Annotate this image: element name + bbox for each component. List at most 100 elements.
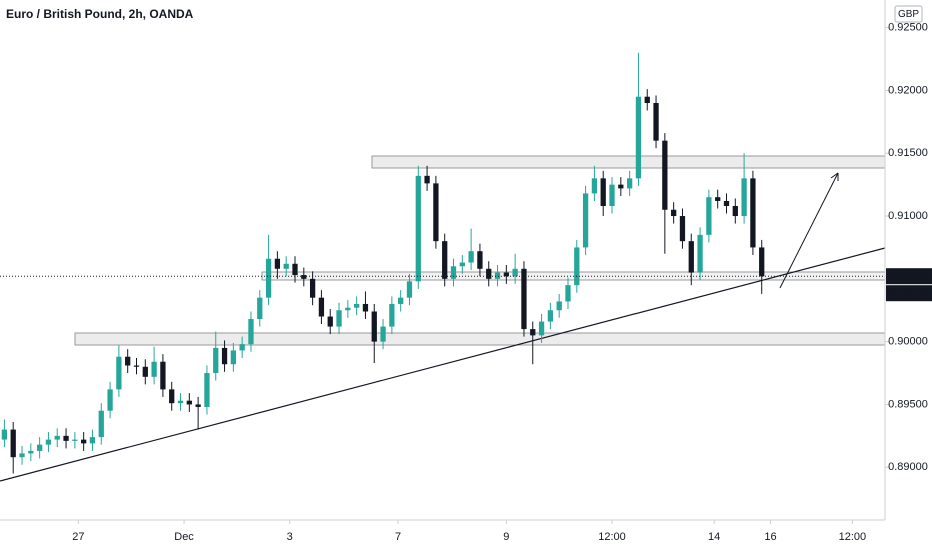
candle-body bbox=[759, 247, 765, 277]
candle-body bbox=[19, 453, 25, 458]
candle-body bbox=[750, 178, 756, 248]
candle-body bbox=[239, 344, 245, 351]
candle-body bbox=[230, 350, 236, 365]
candle-body bbox=[45, 439, 52, 445]
demand-zone bbox=[74, 332, 886, 346]
candle-body bbox=[671, 209, 677, 217]
candle-body bbox=[54, 435, 60, 440]
candle-body bbox=[309, 278, 316, 298]
countdown-box bbox=[886, 285, 932, 302]
candle-body bbox=[72, 439, 78, 441]
candle-body bbox=[565, 285, 571, 302]
currency-box[interactable] bbox=[894, 5, 923, 23]
candle-body bbox=[468, 251, 474, 263]
y-tick-label: 0.89000 bbox=[888, 461, 928, 473]
candle-body bbox=[609, 184, 615, 206]
candle-body bbox=[142, 366, 148, 377]
arrow bbox=[779, 172, 839, 289]
candle-body bbox=[151, 361, 157, 377]
candle-body bbox=[494, 272, 501, 279]
trend-line bbox=[0, 247, 886, 482]
candle-body bbox=[336, 310, 342, 327]
x-tick-label: 7 bbox=[395, 531, 401, 543]
candle-body bbox=[186, 400, 192, 405]
candle-body bbox=[107, 389, 113, 411]
candle-body bbox=[582, 193, 589, 248]
y-tick-label: 0.91000 bbox=[888, 210, 928, 222]
candle-body bbox=[362, 303, 369, 312]
y-tick-label: 0.92000 bbox=[888, 84, 928, 96]
candle-body bbox=[274, 258, 281, 269]
candle-body bbox=[169, 389, 175, 404]
candle-body bbox=[424, 175, 430, 184]
candle-body bbox=[406, 281, 413, 298]
candle-body bbox=[116, 356, 122, 390]
candle-body bbox=[688, 241, 694, 273]
candle-body bbox=[741, 178, 747, 217]
currency-label[interactable]: GBP bbox=[898, 9, 919, 20]
candle-body bbox=[292, 263, 298, 276]
axis: 0.890000.895000.900000.905000.910000.915… bbox=[0, 22, 932, 543]
candle-body bbox=[618, 184, 624, 189]
candle-body bbox=[600, 178, 606, 206]
candle-body bbox=[36, 444, 43, 451]
candle-body bbox=[265, 258, 272, 298]
y-tick-label: 0.90000 bbox=[888, 336, 928, 348]
candle-body bbox=[503, 272, 509, 277]
chart-title: Euro / British Pound, 2h, OANDA bbox=[6, 7, 194, 21]
candle-body bbox=[81, 439, 87, 444]
candles bbox=[1, 52, 765, 474]
candle-body bbox=[28, 450, 34, 454]
candle-body bbox=[626, 178, 633, 189]
x-tick-label: 14 bbox=[708, 531, 720, 543]
candle-body bbox=[63, 435, 69, 441]
candle-body bbox=[195, 404, 201, 407]
candle-body bbox=[486, 268, 492, 279]
candle-body bbox=[547, 310, 554, 322]
candle-body bbox=[415, 175, 421, 282]
candle-body bbox=[380, 326, 386, 342]
candle-body bbox=[591, 178, 598, 194]
candle-body bbox=[301, 275, 307, 279]
candle-body bbox=[538, 321, 545, 336]
candle-body bbox=[644, 96, 650, 103]
candle-body bbox=[477, 251, 483, 269]
candle-body bbox=[512, 268, 518, 277]
x-tick-label: 3 bbox=[287, 531, 293, 543]
candle-body bbox=[89, 437, 96, 444]
x-tick-label: 9 bbox=[503, 531, 509, 543]
candle-body bbox=[450, 266, 457, 279]
candle-body bbox=[679, 216, 686, 242]
candle-body bbox=[459, 262, 465, 267]
candle-body bbox=[556, 301, 562, 311]
candle-body bbox=[715, 197, 721, 201]
x-tick-label: 27 bbox=[72, 531, 84, 543]
candle-body bbox=[248, 319, 254, 345]
candle-body bbox=[521, 268, 527, 330]
candle-body bbox=[574, 247, 580, 286]
candle-body bbox=[10, 429, 16, 458]
candle-body bbox=[530, 329, 536, 336]
y-tick-label: 0.91500 bbox=[888, 147, 928, 159]
countdown-label: 01:47:33 bbox=[886, 287, 930, 299]
candle-body bbox=[732, 205, 738, 217]
candle-body bbox=[204, 373, 210, 407]
candle-body bbox=[327, 316, 333, 327]
candle-body bbox=[1, 429, 8, 440]
candle-body bbox=[213, 347, 219, 374]
candle-body bbox=[635, 96, 642, 179]
candle-body bbox=[160, 361, 166, 390]
y-tick-label: 0.89500 bbox=[888, 398, 928, 410]
candle-body bbox=[257, 297, 263, 320]
x-tick-label: 12:00 bbox=[839, 531, 867, 543]
candle-body bbox=[283, 263, 289, 269]
candle-body bbox=[221, 347, 228, 365]
candle-body bbox=[706, 197, 712, 235]
candle-body bbox=[723, 200, 730, 206]
candle-body bbox=[442, 241, 448, 279]
y-tick-label: 0.92500 bbox=[888, 22, 928, 34]
arrow-head bbox=[830, 172, 839, 181]
candle-body bbox=[125, 356, 131, 366]
candle-body bbox=[177, 400, 184, 404]
